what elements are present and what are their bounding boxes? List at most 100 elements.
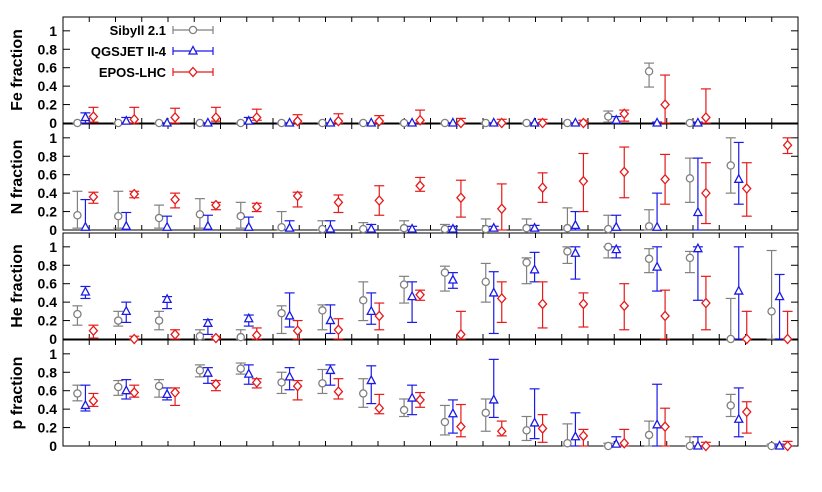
point-epos xyxy=(619,146,630,199)
point-epos xyxy=(292,319,303,340)
marker-diamond xyxy=(619,300,630,312)
marker-diamond xyxy=(170,194,180,206)
marker-triangle xyxy=(692,206,704,217)
marker-triangle xyxy=(366,305,377,315)
marker-circle xyxy=(481,277,490,287)
point-epos xyxy=(496,183,507,231)
marker-triangle xyxy=(447,117,459,127)
marker-circle xyxy=(236,332,245,342)
point-sibyll xyxy=(154,204,165,229)
marker-triangle xyxy=(325,117,336,127)
marker-triangle xyxy=(80,111,91,122)
point-epos xyxy=(415,289,426,301)
legend-label: QGSJET II-4 xyxy=(91,44,167,59)
marker-diamond xyxy=(415,394,425,406)
marker-triangle xyxy=(774,440,785,450)
marker-circle xyxy=(358,389,368,398)
marker-triangle xyxy=(447,407,459,418)
marker-circle xyxy=(318,306,327,315)
marker-triangle xyxy=(692,440,704,450)
point-qgsjet xyxy=(202,214,214,231)
marker-circle xyxy=(604,224,613,234)
point-qgsjet xyxy=(284,220,295,232)
marker-circle xyxy=(440,118,450,128)
marker-diamond xyxy=(374,195,385,206)
point-epos xyxy=(741,310,752,345)
point-qgsjet xyxy=(488,222,499,232)
legend-entry-epos: EPOS-LHC xyxy=(99,65,214,80)
point-sibyll xyxy=(725,137,736,194)
point-qgsjet xyxy=(121,301,132,324)
panel-1: 0 0.2 0.4 0.6 0.8 1 N fraction xyxy=(9,123,799,238)
point-qgsjet xyxy=(529,222,540,232)
y-axis-label: p fraction xyxy=(9,357,26,430)
marker-circle xyxy=(73,389,82,398)
marker-diamond xyxy=(188,66,198,78)
marker-circle xyxy=(604,242,613,252)
marker-diamond xyxy=(660,310,670,322)
marker-diamond xyxy=(292,190,303,202)
marker-diamond xyxy=(701,111,711,123)
marker-circle xyxy=(604,441,613,451)
point-qgsjet xyxy=(447,272,459,289)
y-tick-label: 0.8 xyxy=(38,41,58,57)
marker-triangle xyxy=(325,314,336,325)
point-sibyll xyxy=(276,305,287,335)
marker-diamond xyxy=(211,199,221,211)
marker-triangle xyxy=(488,117,499,127)
point-epos xyxy=(251,376,262,389)
marker-diamond xyxy=(456,328,466,340)
point-qgsjet xyxy=(284,117,295,127)
point-qgsjet xyxy=(80,384,91,412)
point-qgsjet xyxy=(651,117,663,127)
point-qgsjet xyxy=(447,223,459,233)
marker-diamond xyxy=(660,173,670,185)
marker-diamond xyxy=(578,175,589,187)
y-tick-label: 0.4 xyxy=(38,401,58,417)
point-sibyll xyxy=(644,420,655,447)
marker-diamond xyxy=(415,114,425,126)
point-sibyll xyxy=(276,210,287,232)
point-qgsjet xyxy=(366,365,377,405)
point-sibyll xyxy=(480,218,491,234)
point-epos xyxy=(782,310,793,345)
y-axis-label: N fraction xyxy=(9,140,26,215)
y-tick-label: 0.6 xyxy=(38,60,58,76)
point-sibyll xyxy=(644,209,655,231)
point-qgsjet xyxy=(774,440,785,450)
point-epos xyxy=(210,199,221,211)
marker-diamond xyxy=(619,108,630,120)
marker-circle xyxy=(318,118,327,128)
marker-circle xyxy=(236,364,245,373)
marker-triangle xyxy=(325,364,336,375)
y-tick-label: 1 xyxy=(49,130,57,146)
marker-circle xyxy=(358,296,368,305)
marker-circle xyxy=(644,430,654,440)
marker-circle xyxy=(195,118,205,128)
marker-triangle xyxy=(447,274,459,284)
marker-triangle xyxy=(406,392,418,402)
point-sibyll xyxy=(766,249,777,340)
marker-circle xyxy=(522,426,531,435)
marker-circle xyxy=(277,308,286,318)
point-sibyll xyxy=(399,398,410,418)
y-tick-label: 0.4 xyxy=(38,78,58,94)
marker-diamond xyxy=(170,328,180,340)
point-sibyll xyxy=(644,62,655,88)
marker-diamond xyxy=(415,180,425,192)
marker-diamond xyxy=(782,139,793,151)
point-epos xyxy=(129,384,140,399)
point-epos xyxy=(660,289,671,340)
marker-triangle xyxy=(611,438,622,448)
marker-diamond xyxy=(456,117,466,129)
marker-circle xyxy=(440,268,450,277)
point-qgsjet xyxy=(406,281,418,324)
marker-diamond xyxy=(88,191,99,203)
legend-entry-sibyll: Sibyll 2.1 xyxy=(110,23,214,38)
marker-diamond xyxy=(129,333,140,345)
marker-triangle xyxy=(161,117,173,127)
point-qgsjet xyxy=(366,292,377,325)
marker-diamond xyxy=(537,298,548,310)
point-epos xyxy=(251,201,262,213)
point-sibyll xyxy=(399,275,410,304)
